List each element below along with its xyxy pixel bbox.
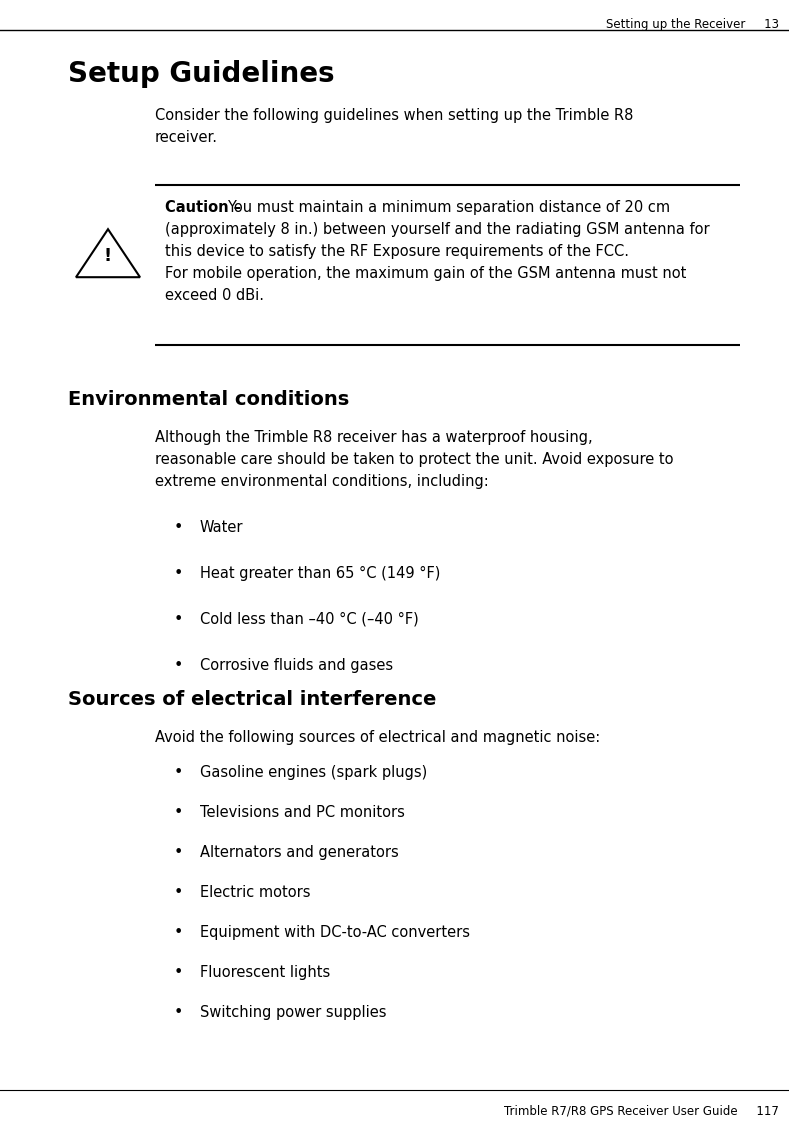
Text: Alternators and generators: Alternators and generators: [200, 845, 398, 860]
Text: Equipment with DC-to-AC converters: Equipment with DC-to-AC converters: [200, 925, 470, 941]
Text: •: •: [174, 965, 183, 980]
Text: •: •: [174, 925, 183, 941]
Text: Fluorescent lights: Fluorescent lights: [200, 965, 331, 980]
Text: this device to satisfy the RF Exposure requirements of the FCC.: this device to satisfy the RF Exposure r…: [165, 244, 629, 259]
Text: Gasoline engines (spark plugs): Gasoline engines (spark plugs): [200, 765, 428, 780]
Text: extreme environmental conditions, including:: extreme environmental conditions, includ…: [155, 474, 488, 489]
Text: •: •: [174, 520, 183, 535]
Text: Setting up the Receiver     13: Setting up the Receiver 13: [606, 18, 779, 31]
Text: Cold less than –40 °C (–40 °F): Cold less than –40 °C (–40 °F): [200, 612, 419, 627]
Text: exceed 0 dBi.: exceed 0 dBi.: [165, 288, 264, 303]
Text: Water: Water: [200, 520, 244, 535]
Text: •: •: [174, 884, 183, 900]
Text: •: •: [174, 805, 183, 819]
Text: You must maintain a minimum separation distance of 20 cm: You must maintain a minimum separation d…: [227, 200, 670, 215]
Text: Televisions and PC monitors: Televisions and PC monitors: [200, 805, 405, 819]
Text: Heat greater than 65 °C (149 °F): Heat greater than 65 °C (149 °F): [200, 566, 440, 581]
Text: Consider the following guidelines when setting up the Trimble R8: Consider the following guidelines when s…: [155, 108, 634, 123]
Text: •: •: [174, 612, 183, 627]
Text: •: •: [174, 1006, 183, 1020]
Text: Trimble R7/R8 GPS Receiver User Guide     117: Trimble R7/R8 GPS Receiver User Guide 11…: [504, 1105, 779, 1118]
Text: Setup Guidelines: Setup Guidelines: [68, 61, 335, 89]
Text: !: !: [104, 247, 112, 265]
Text: •: •: [174, 845, 183, 860]
Text: reasonable care should be taken to protect the unit. Avoid exposure to: reasonable care should be taken to prote…: [155, 452, 674, 467]
Text: Switching power supplies: Switching power supplies: [200, 1006, 387, 1020]
Text: Electric motors: Electric motors: [200, 884, 311, 900]
Text: •: •: [174, 765, 183, 780]
Text: •: •: [174, 658, 183, 673]
Text: Environmental conditions: Environmental conditions: [68, 390, 350, 409]
Text: (approximately 8 in.) between yourself and the radiating GSM antenna for: (approximately 8 in.) between yourself a…: [165, 222, 709, 237]
Text: Caution –: Caution –: [165, 200, 246, 215]
Text: Although the Trimble R8 receiver has a waterproof housing,: Although the Trimble R8 receiver has a w…: [155, 430, 593, 445]
Text: receiver.: receiver.: [155, 130, 218, 145]
Text: For mobile operation, the maximum gain of the GSM antenna must not: For mobile operation, the maximum gain o…: [165, 266, 686, 281]
Text: Avoid the following sources of electrical and magnetic noise:: Avoid the following sources of electrica…: [155, 730, 600, 745]
Text: Corrosive fluids and gases: Corrosive fluids and gases: [200, 658, 393, 673]
Text: •: •: [174, 566, 183, 581]
Text: Sources of electrical interference: Sources of electrical interference: [68, 691, 436, 708]
